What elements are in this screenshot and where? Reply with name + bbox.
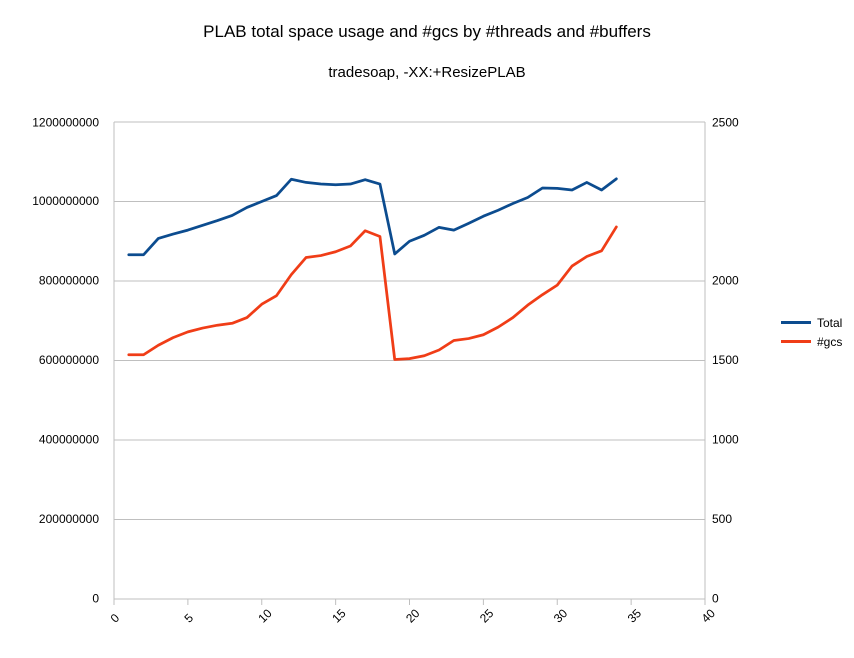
svg-text:35: 35 <box>625 606 645 626</box>
svg-text:1500: 1500 <box>712 353 739 367</box>
svg-text:20: 20 <box>403 606 423 626</box>
svg-text:200000000: 200000000 <box>39 512 99 526</box>
svg-text:500: 500 <box>712 512 732 526</box>
svg-text:800000000: 800000000 <box>39 274 99 288</box>
svg-text:5: 5 <box>182 611 197 626</box>
svg-text:0: 0 <box>712 592 719 606</box>
svg-text:1000000000: 1000000000 <box>32 194 99 208</box>
svg-text:400000000: 400000000 <box>39 433 99 447</box>
svg-text:2500: 2500 <box>712 116 739 130</box>
svg-text:10: 10 <box>255 606 275 626</box>
svg-text:0: 0 <box>108 611 123 626</box>
svg-text:600000000: 600000000 <box>39 353 99 367</box>
svg-text:1200000000: 1200000000 <box>32 116 99 130</box>
svg-text:40: 40 <box>699 606 719 626</box>
svg-text:30: 30 <box>551 606 571 626</box>
svg-text:1000: 1000 <box>712 433 739 447</box>
svg-text:2000: 2000 <box>712 274 739 288</box>
svg-text:25: 25 <box>477 606 497 626</box>
svg-text:15: 15 <box>329 606 349 626</box>
svg-text:0: 0 <box>92 592 99 606</box>
